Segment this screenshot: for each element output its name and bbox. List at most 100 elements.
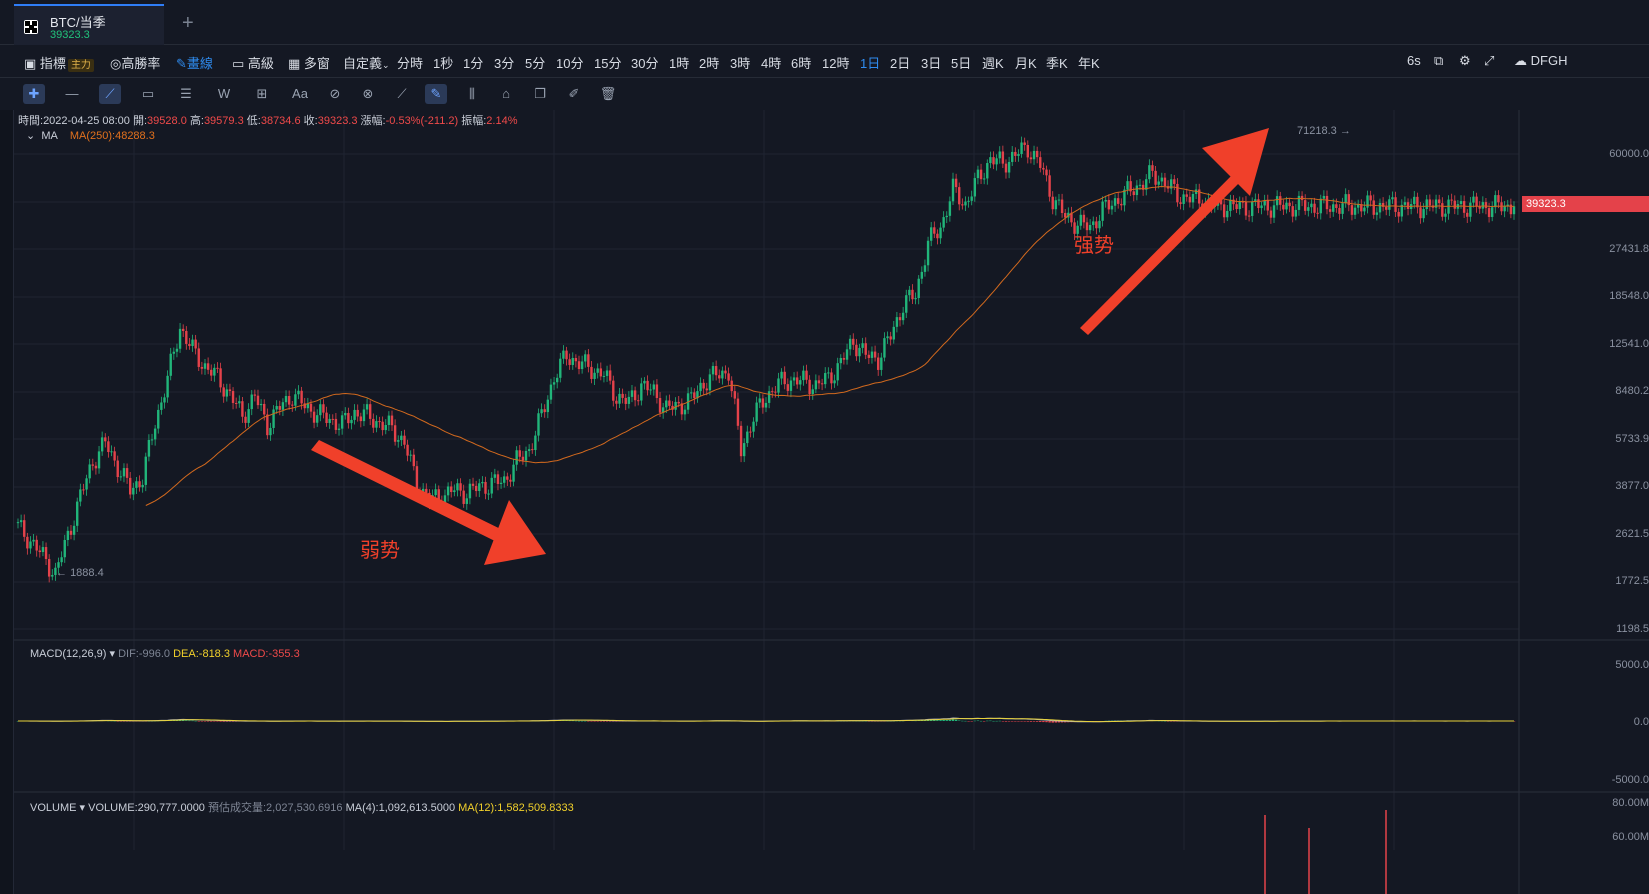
candle-body (434, 489, 437, 496)
interval-20[interactable]: 季K (1046, 56, 1068, 71)
candle-body (783, 371, 786, 385)
trend-line-icon[interactable]: ⟋ (99, 84, 121, 104)
candle-body (437, 489, 440, 502)
candle-body (166, 375, 169, 398)
interval-1[interactable]: 1秒 (433, 56, 454, 71)
candle-body (381, 421, 384, 431)
interval-15[interactable]: 2日 (890, 56, 911, 71)
candle-body (247, 409, 250, 423)
candle-body (200, 366, 204, 369)
volume-tick: 80.00M (1612, 797, 1649, 809)
candle-body (113, 451, 116, 461)
brush-icon[interactable]: ✎ (425, 84, 447, 104)
custom-interval-dropdown[interactable]: 自定義⌄ (343, 53, 390, 72)
crosshair-icon[interactable]: ✚ (23, 84, 45, 104)
candle-body (1001, 151, 1005, 164)
candle-body (1045, 169, 1048, 176)
macd-bar (939, 720, 942, 721)
candle-body (615, 400, 618, 404)
macd-bar (958, 720, 961, 722)
macd-legend[interactable]: MACD(12,26,9) ▾ DIF:-996.0 DEA:-818.3 MA… (30, 647, 300, 660)
candle-body (746, 431, 749, 444)
interval-10[interactable]: 3時 (730, 56, 751, 71)
multi-window-button[interactable]: ▦ 多窗 (288, 53, 330, 72)
volume-legend[interactable]: VOLUME ▾ VOLUME:290,777.0000 預估成交量:2,027… (30, 799, 574, 815)
ma-legend[interactable]: ⌄ MA MA(250):48288.3 (26, 129, 155, 142)
interval-6[interactable]: 15分 (594, 56, 622, 71)
screenshot-icon[interactable]: ⧉ (1434, 53, 1444, 68)
candle-body (1413, 196, 1416, 205)
account-button[interactable]: ☁ DFGH (1514, 53, 1567, 69)
candle-body (895, 317, 899, 327)
price-tick: 8480.2 (1615, 385, 1649, 397)
fullscreen-icon[interactable]: ⤢ (1484, 53, 1495, 68)
add-tab-button[interactable]: + (182, 12, 194, 34)
interval-2[interactable]: 1分 (463, 56, 484, 71)
lock-icon[interactable]: ⌂ (502, 86, 510, 101)
candle-body (100, 437, 104, 452)
candle-body (1126, 181, 1129, 190)
macd-bar (933, 719, 936, 721)
interval-8[interactable]: 1時 (669, 56, 690, 71)
macd-bar (883, 721, 886, 722)
pattern-icon[interactable]: ⊗ (362, 86, 374, 101)
advanced-button[interactable]: ▭ 高級 (232, 53, 274, 72)
interval-4[interactable]: 5分 (525, 56, 546, 71)
indicators-button[interactable]: ▣ 指標 主力 (24, 53, 94, 72)
change-value: -0.53%(-211.2) (385, 115, 459, 127)
macd-bar (1057, 721, 1061, 723)
interval-16[interactable]: 3日 (921, 56, 942, 71)
interval-13[interactable]: 12時 (822, 56, 850, 71)
macd-bar (867, 721, 871, 722)
bars-icon[interactable]: ⫼ (469, 86, 475, 101)
candle-body (1160, 177, 1164, 182)
ruler-icon[interactable]: ⟋ (397, 86, 407, 101)
edit-icon[interactable]: ✐ (568, 86, 580, 101)
settings-gear-icon[interactable]: ⚙ (1459, 53, 1471, 68)
refresh-interval[interactable]: 6s (1407, 53, 1421, 68)
price-chart[interactable] (14, 110, 1649, 894)
high-win-button[interactable]: ◎高勝率 (110, 53, 160, 72)
candle-body (478, 483, 481, 492)
interval-19[interactable]: 月K (1015, 56, 1037, 71)
candle-body (546, 399, 550, 413)
candle-body (60, 557, 63, 563)
macd-bar (599, 721, 603, 722)
candle-body (1453, 200, 1456, 209)
interval-7[interactable]: 30分 (631, 56, 659, 71)
chevron-down-icon[interactable]: ⌄ (26, 130, 36, 142)
candle-body (948, 201, 952, 216)
tab-btc-quarterly[interactable]: BTC/当季 39323.3 (14, 4, 164, 46)
price-tick: 3877.0 (1615, 480, 1649, 492)
wave-icon[interactable]: W (217, 86, 231, 101)
interval-17[interactable]: 5日 (951, 56, 972, 71)
interval-18[interactable]: 週K (982, 56, 1004, 71)
interval-3[interactable]: 3分 (494, 56, 515, 71)
left-collapse-strip[interactable] (0, 110, 14, 894)
draw-button[interactable]: ✎畫線 (176, 53, 213, 72)
interval-21[interactable]: 年K (1078, 56, 1100, 71)
candle-body (771, 391, 774, 393)
text-icon[interactable]: Aa (292, 86, 308, 101)
rectangle-icon[interactable]: ▭ (141, 86, 155, 101)
parallel-lines-icon[interactable]: ☰ (180, 86, 192, 101)
candle-body (266, 414, 269, 436)
measure-icon[interactable]: ⊞ (256, 86, 268, 101)
interval-5[interactable]: 10分 (556, 56, 584, 71)
candle-body (824, 373, 827, 385)
candle-body (836, 363, 839, 381)
candle-body (400, 435, 403, 441)
interval-0[interactable]: 分時 (397, 56, 424, 71)
caret-down-icon[interactable]: ▾ (79, 802, 86, 814)
fib-icon[interactable]: ⊘ (329, 86, 341, 101)
copy-icon[interactable]: ❐ (534, 86, 546, 101)
interval-9[interactable]: 2時 (699, 56, 720, 71)
horizontal-line-icon[interactable]: — (65, 86, 79, 101)
interval-14[interactable]: 1日 (860, 56, 881, 71)
candle-body (961, 204, 964, 206)
caret-down-icon[interactable]: ▾ (109, 648, 116, 660)
delete-icon[interactable]: 🗑 (599, 86, 617, 101)
interval-12[interactable]: 6時 (791, 56, 812, 71)
interval-11[interactable]: 4時 (761, 56, 782, 71)
candle-body (1011, 151, 1014, 162)
